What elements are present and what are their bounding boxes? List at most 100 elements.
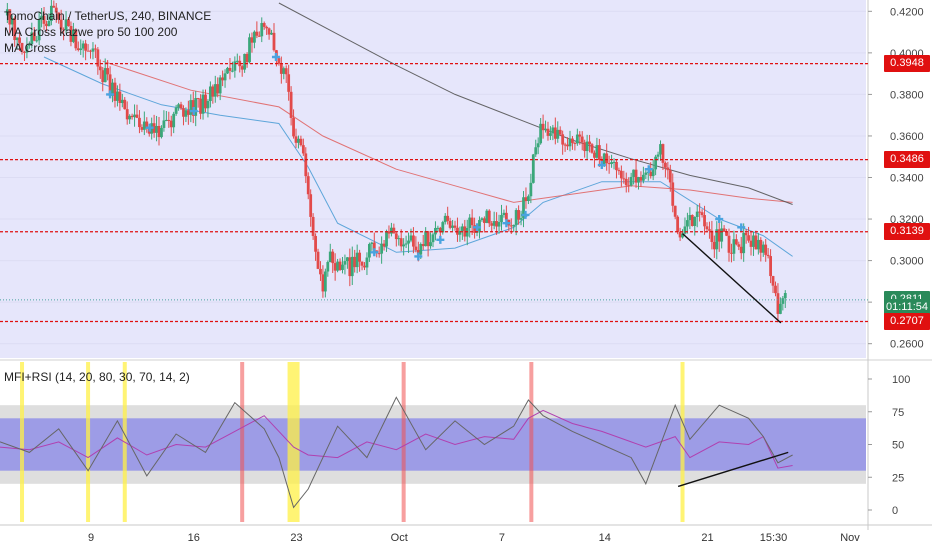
candle-body-208 <box>514 210 518 225</box>
candle-body-57 <box>145 121 149 129</box>
osc-highlight-red-3 <box>240 362 245 522</box>
candle-body-289 <box>712 241 716 250</box>
ma-cross-marker-10 <box>597 161 606 170</box>
indicator-ma-cross[interactable]: MA Cross <box>4 41 57 55</box>
candle-body-141 <box>350 256 354 277</box>
candle-body-40 <box>103 68 107 83</box>
time-tick-label-7: 15:30 <box>760 532 788 544</box>
candle-body-221 <box>546 128 550 136</box>
osc-tick-label-0: 100 <box>892 374 910 386</box>
candle-body-173 <box>429 242 432 247</box>
candle-body-224 <box>553 127 557 139</box>
candle-body-77 <box>194 98 198 116</box>
candle-body-122 <box>304 153 308 177</box>
candle-body-32 <box>84 43 88 51</box>
candle-body-258 <box>637 177 640 183</box>
candle-body-273 <box>673 205 677 217</box>
candle-body-24 <box>64 19 68 30</box>
candle-body-193 <box>478 219 481 232</box>
candle-body-257 <box>634 169 638 183</box>
candle-body-44 <box>113 82 117 101</box>
candle-body-154 <box>382 243 386 247</box>
osc-highlight-yellow-4 <box>287 362 300 522</box>
osc-tick-label-4: 0 <box>892 505 898 517</box>
candle-body-190 <box>470 217 474 226</box>
candle-body-244 <box>602 153 606 167</box>
candle-body-195 <box>482 218 486 223</box>
candle-body-300 <box>739 246 743 254</box>
candle-body-292 <box>720 228 724 242</box>
candle-body-55 <box>140 127 144 130</box>
candle-body-158 <box>392 227 396 234</box>
candle-body-259 <box>639 177 643 181</box>
candle-body-95 <box>238 60 242 67</box>
candle-body-276 <box>681 233 684 238</box>
candle-body-235 <box>580 136 584 143</box>
candle-body-197 <box>487 210 491 224</box>
candle-body-51 <box>130 115 134 118</box>
candle-body-311 <box>766 254 770 257</box>
candle-body-253 <box>624 178 628 186</box>
price-trend-line[interactable] <box>682 233 782 324</box>
candle-body-85 <box>213 84 217 97</box>
candle-body-5 <box>18 37 21 43</box>
candle-body-74 <box>186 110 190 115</box>
candle-body-112 <box>279 63 283 74</box>
candle-body-249 <box>615 161 618 171</box>
candle-body-143 <box>355 252 359 268</box>
candle-body-1 <box>8 9 12 25</box>
candle-body-223 <box>551 127 555 134</box>
candle-body-45 <box>116 91 119 101</box>
candle-body-299 <box>737 244 741 247</box>
candle-body-168 <box>416 249 420 255</box>
candle-body-103 <box>257 35 261 37</box>
oscillator-title[interactable]: MFI+RSI (14, 20, 80, 30, 70, 14, 2) <box>4 370 190 384</box>
candle-body-19 <box>52 5 56 8</box>
candle-body-37 <box>96 49 100 67</box>
candle-body-191 <box>473 225 476 233</box>
candle-body-313 <box>771 276 775 286</box>
candle-body-254 <box>627 185 631 187</box>
candle-body-282 <box>695 211 699 218</box>
candle-body-136 <box>338 261 342 270</box>
candle-body-238 <box>588 141 591 145</box>
candle-body-284 <box>700 212 704 216</box>
candle-body-96 <box>240 66 244 70</box>
candle-body-7 <box>23 51 26 53</box>
candle-body-17 <box>47 20 51 27</box>
candle-body-39 <box>101 70 105 83</box>
candle-body-269 <box>664 162 667 168</box>
indicator-ma-cross-pro[interactable]: MA Cross kazwe pro 50 100 200 <box>4 25 178 39</box>
candle-body-117 <box>292 117 295 137</box>
candle-body-16 <box>45 23 48 27</box>
candle-body-171 <box>424 231 428 247</box>
candle-body-46 <box>118 91 122 104</box>
time-tick-label-8: Nov <box>840 532 860 544</box>
candle-body-10 <box>30 32 34 45</box>
candle-body-98 <box>245 53 249 63</box>
candle-body-63 <box>160 127 163 138</box>
symbol-title[interactable]: TomoChain / TetherUS, 240, BINANCE <box>4 9 212 23</box>
ma-cross-marker-5 <box>414 252 423 261</box>
candle-body-250 <box>617 170 621 172</box>
candle-body-35 <box>91 48 95 52</box>
candle-body-285 <box>703 215 706 227</box>
candle-body-265 <box>654 156 658 170</box>
candle-body-116 <box>289 91 293 118</box>
candle-body-270 <box>666 167 670 171</box>
osc-highlight-yellow-7 <box>680 362 685 522</box>
candle-body-174 <box>431 234 435 243</box>
candle-body-62 <box>157 125 161 138</box>
price-tick-label-5: 0.3200 <box>890 214 924 226</box>
osc-trend-line[interactable] <box>677 451 789 488</box>
candle-body-73 <box>184 110 188 117</box>
candle-body-72 <box>182 108 185 117</box>
candle-body-307 <box>756 239 760 250</box>
osc-tick-label-1: 75 <box>892 407 904 419</box>
candle-body-198 <box>490 223 494 226</box>
candle-body-288 <box>710 230 714 242</box>
candle-body-4 <box>15 37 19 41</box>
candle-body-296 <box>730 252 733 254</box>
